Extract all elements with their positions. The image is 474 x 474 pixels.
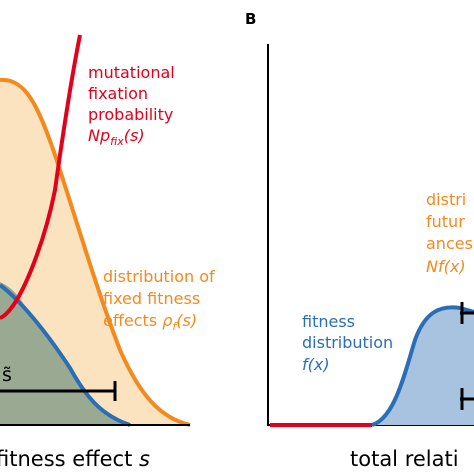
fitness-distribution-curve-b	[371, 305, 474, 427]
svg-text:probability: probability	[88, 105, 173, 124]
s-tilde-label: s̃	[2, 364, 12, 386]
fixation-probability-label: mutational fixation probability Npfix(s)	[88, 63, 175, 148]
svg-text:distribution of: distribution of	[103, 267, 215, 286]
future-ancestors-label: distri futur ances Nf(x)	[426, 190, 473, 276]
svg-text:f(x): f(x)	[302, 355, 330, 374]
svg-text:mutational: mutational	[88, 63, 175, 82]
fixed-distribution-curve	[0, 77, 191, 427]
svg-text:fixed fitness: fixed fitness	[103, 289, 200, 308]
svg-text:distri: distri	[426, 190, 466, 209]
fixation-probability-curve	[0, 34, 82, 320]
svg-text:effects ρf(s): effects ρf(s)	[103, 311, 197, 333]
svg-text:futur: futur	[426, 212, 465, 231]
svg-text:fitness: fitness	[302, 312, 355, 331]
panel-a-x-label: fitness effect s	[0, 447, 150, 471]
panel-b-x-label: total relati	[350, 447, 459, 471]
panel-b-letter: B	[245, 10, 256, 28]
svg-text:fixation: fixation	[88, 84, 148, 103]
fixed-distribution-label: distribution of fixed fitness effects ρf…	[103, 267, 215, 333]
svg-text:ances: ances	[426, 234, 473, 253]
svg-text:Nf(x): Nf(x)	[426, 257, 466, 276]
fitness-distribution-label: fitness distribution f(x)	[302, 312, 393, 374]
svg-text:distribution: distribution	[302, 333, 393, 352]
svg-text:Npfix(s): Npfix(s)	[88, 126, 145, 148]
fitness-distribution-curve-a	[0, 283, 131, 427]
